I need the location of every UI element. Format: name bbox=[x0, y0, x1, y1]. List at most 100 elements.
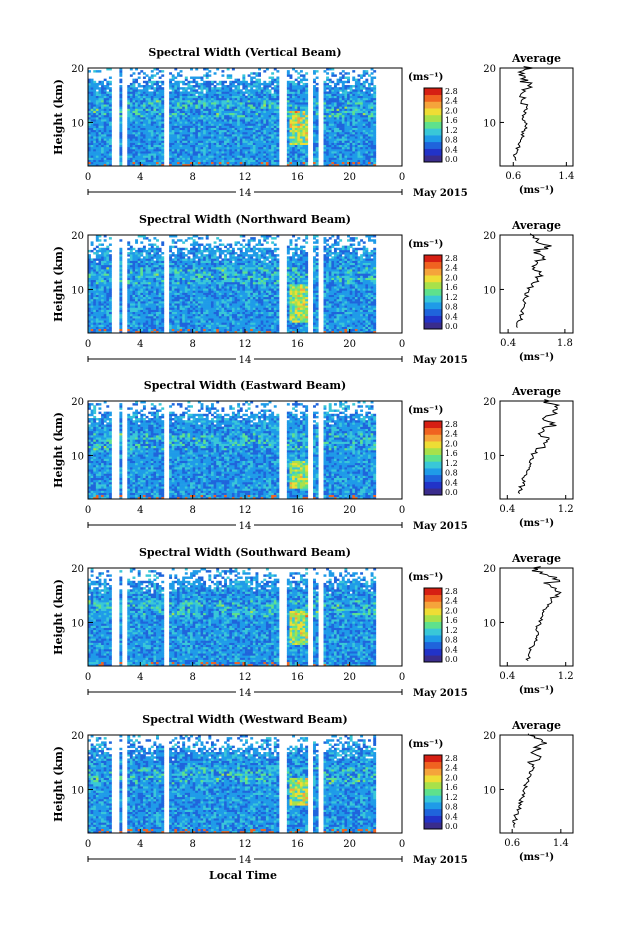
heatmap-cell bbox=[302, 163, 306, 167]
heatmap-cell bbox=[339, 155, 343, 158]
heatmap-cell bbox=[313, 324, 316, 327]
heatmap-cell bbox=[145, 129, 149, 133]
heatmap-cell bbox=[213, 144, 217, 148]
heatmap-cell bbox=[344, 136, 348, 139]
heatmap-cell bbox=[127, 140, 131, 143]
heatmap-cell bbox=[182, 134, 186, 137]
heatmap-cell bbox=[140, 127, 144, 131]
heatmap-cell bbox=[289, 322, 293, 325]
heatmap-cell bbox=[95, 102, 99, 105]
heatmap-cell bbox=[161, 97, 165, 101]
heatmap-cell bbox=[341, 324, 345, 327]
heatmap-cell bbox=[208, 155, 212, 158]
heatmap-cell bbox=[192, 104, 196, 107]
heatmap-cell bbox=[299, 136, 303, 139]
heatmap-cell bbox=[299, 119, 303, 122]
heatmap-cell bbox=[302, 119, 306, 122]
heatmap-cell bbox=[252, 89, 256, 92]
heatmap-cell bbox=[260, 112, 264, 116]
heatmap-cell bbox=[184, 330, 188, 334]
heatmap-cell bbox=[197, 114, 201, 118]
heatmap-cell bbox=[98, 93, 102, 96]
heatmap-cell bbox=[210, 131, 214, 135]
heatmap-cell bbox=[192, 315, 196, 319]
heatmap-cell bbox=[101, 163, 104, 167]
heatmap-cell bbox=[169, 328, 173, 332]
heatmap-cell bbox=[260, 138, 264, 141]
heatmap-cell bbox=[367, 119, 371, 122]
heatmap-cell bbox=[242, 78, 246, 82]
heatmap-cell bbox=[245, 110, 248, 114]
heatmap-cell bbox=[142, 142, 146, 145]
heatmap-cell bbox=[192, 89, 196, 92]
heatmap-cell bbox=[129, 326, 133, 330]
heatmap-cell bbox=[273, 328, 277, 332]
heatmap-cell bbox=[150, 146, 154, 150]
heatmap-cell bbox=[323, 161, 327, 165]
heatmap-cell bbox=[336, 146, 340, 150]
heatmap-cell bbox=[108, 87, 112, 90]
heatmap-cell bbox=[184, 157, 188, 160]
heatmap-cell bbox=[135, 151, 139, 154]
heatmap-cell bbox=[273, 153, 277, 156]
heatmap-cell bbox=[349, 114, 353, 118]
heatmap-cell bbox=[142, 140, 146, 143]
heatmap-cell bbox=[354, 112, 358, 116]
heatmap-cell bbox=[229, 117, 233, 120]
heatmap-cell bbox=[263, 157, 267, 160]
heatmap-cell bbox=[344, 138, 348, 141]
heatmap-cell bbox=[326, 155, 330, 158]
heatmap-cell bbox=[106, 134, 110, 137]
heatmap-cell bbox=[362, 330, 366, 334]
heatmap-cell bbox=[313, 119, 316, 122]
heatmap-cell bbox=[98, 136, 102, 139]
heatmap-cell bbox=[174, 119, 178, 122]
heatmap-cell bbox=[132, 151, 136, 154]
heatmap-cell bbox=[101, 148, 104, 152]
heatmap-cell bbox=[169, 104, 173, 107]
heatmap-cell bbox=[299, 95, 303, 99]
heatmap-cell bbox=[103, 309, 107, 312]
heatmap-cell bbox=[344, 123, 348, 126]
heatmap-cell bbox=[98, 330, 102, 334]
heatmap-cell bbox=[326, 127, 330, 131]
heatmap-cell bbox=[161, 326, 165, 330]
heatmap-cell bbox=[195, 89, 199, 92]
heatmap-cell bbox=[258, 112, 261, 116]
heatmap-cell bbox=[352, 121, 356, 124]
heatmap-cell bbox=[289, 102, 293, 105]
heatmap-cell bbox=[224, 129, 227, 133]
heatmap-cell bbox=[349, 119, 353, 122]
heatmap-cell bbox=[179, 161, 183, 165]
heatmap-cell bbox=[108, 89, 112, 92]
heatmap-cell bbox=[347, 110, 350, 114]
heatmap-cell bbox=[250, 99, 254, 103]
heatmap-cell bbox=[373, 136, 377, 139]
heatmap-cell bbox=[161, 318, 165, 321]
heatmap-cell bbox=[339, 99, 343, 103]
heatmap-cell bbox=[328, 95, 332, 99]
heatmap-cell bbox=[242, 110, 246, 114]
heatmap-cell bbox=[156, 309, 159, 312]
heatmap-cell bbox=[203, 102, 207, 105]
heatmap-cell bbox=[90, 318, 94, 321]
heatmap-cell bbox=[142, 127, 146, 131]
heatmap-cell bbox=[137, 144, 141, 148]
heatmap-cell bbox=[239, 102, 243, 105]
heatmap-cell bbox=[365, 91, 369, 94]
heatmap-cell bbox=[289, 112, 293, 116]
heatmap-cell bbox=[208, 97, 212, 101]
heatmap-cell bbox=[119, 328, 123, 332]
heatmap-cell bbox=[231, 163, 235, 167]
heatmap-cell bbox=[273, 121, 277, 124]
heatmap-cell bbox=[273, 146, 277, 150]
heatmap-cell bbox=[156, 89, 159, 92]
heatmap-cell bbox=[367, 155, 371, 158]
heatmap-cell bbox=[231, 85, 235, 88]
heatmap-cell bbox=[265, 324, 269, 327]
heatmap-cell bbox=[156, 95, 159, 99]
heatmap-cell bbox=[297, 131, 301, 135]
heatmap-cell bbox=[268, 117, 272, 120]
heatmap-cell bbox=[336, 142, 340, 145]
heatmap-cell bbox=[179, 125, 183, 128]
